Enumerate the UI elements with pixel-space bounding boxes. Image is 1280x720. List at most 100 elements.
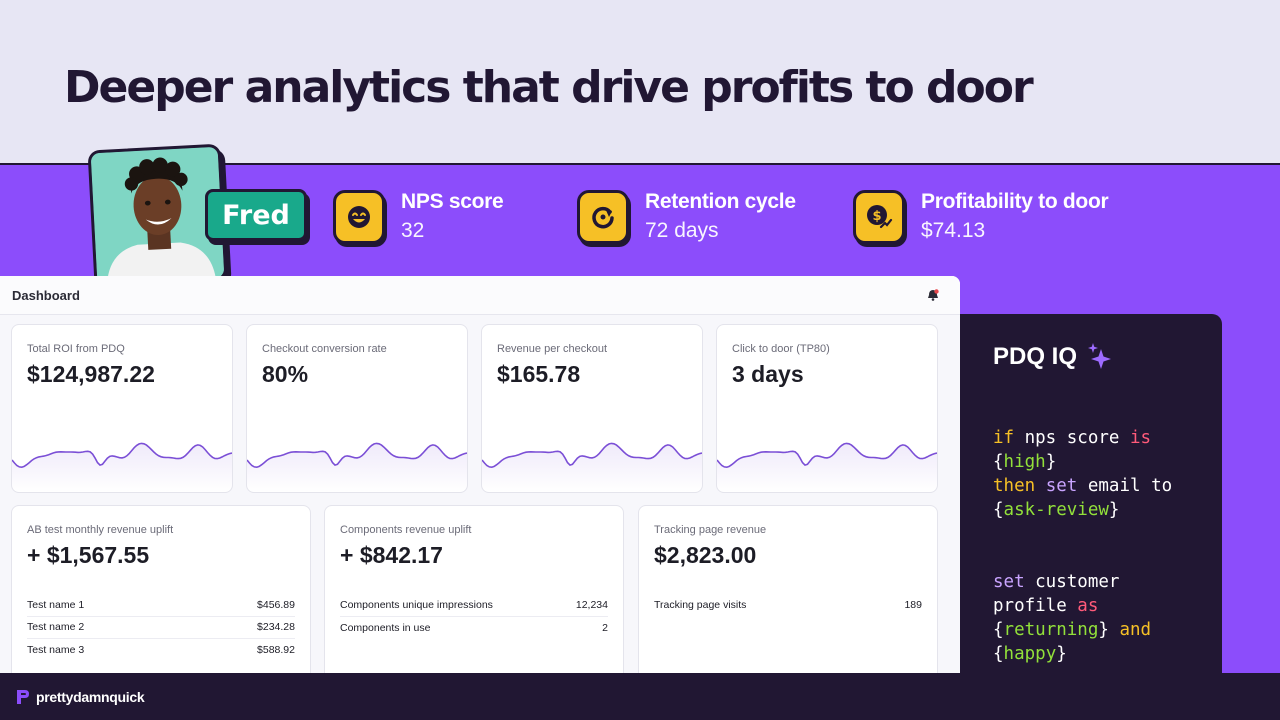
code-value: returning: [1003, 620, 1099, 640]
notification-bell-icon[interactable]: [926, 288, 940, 302]
dashboard-title: Dashboard: [12, 287, 80, 303]
table-card[interactable]: Components revenue uplift + $842.17 Comp…: [324, 505, 624, 673]
row-name: Tracking page visits: [654, 599, 747, 612]
table-card-value: $2,823.00: [654, 542, 757, 568]
kpi-value: 80%: [262, 361, 309, 387]
brand-name: prettydamnquick: [36, 688, 145, 705]
refresh-cycle-icon: [592, 206, 614, 229]
table-card-label: Tracking page revenue: [654, 524, 767, 536]
footer: prettydamnquick: [0, 673, 1280, 720]
row-name: Test name 2: [27, 621, 85, 634]
kpi-value: $124,987.22: [27, 361, 155, 387]
row-value: 189: [904, 599, 922, 612]
table-card[interactable]: Tracking page revenue $2,823.00 Tracking…: [638, 505, 938, 673]
code-keyword: set: [1045, 476, 1078, 496]
sparkline-area: [247, 443, 467, 492]
table-row: Test name 2 $234.28: [27, 617, 295, 639]
metric-profitability: $ Profitability to door $74.13: [853, 190, 1109, 244]
code-brace: }: [1045, 452, 1057, 472]
kpi-card[interactable]: Revenue per checkout $165.78: [481, 324, 703, 493]
code-keyword: and: [1119, 620, 1152, 640]
row-value: 2: [602, 621, 608, 634]
dollar-coin-icon: $: [867, 205, 893, 229]
dashboard-header: Dashboard: [0, 276, 960, 315]
sparkline-line: [12, 442, 232, 469]
profile-name-tag: Fred: [205, 189, 307, 241]
code-text: customer: [1024, 572, 1120, 592]
table-card[interactable]: AB test monthly revenue uplift + $1,567.…: [11, 505, 311, 673]
kpi-label: Checkout conversion rate: [262, 343, 387, 355]
row-value: $588.92: [257, 644, 295, 657]
table-row: Tracking page visits 189: [654, 594, 922, 617]
code-keyword: if: [993, 428, 1015, 448]
sparkline-area: [717, 443, 937, 492]
row-name: Test name 3: [27, 644, 85, 657]
sparkline-area: [12, 443, 232, 492]
row-name: Test name 1: [27, 598, 85, 611]
metric-value: 32: [401, 219, 425, 242]
iq-title: PDQ IQ: [993, 341, 1115, 373]
metric-value: 72 days: [645, 219, 719, 242]
code-brace: {: [993, 644, 1004, 664]
metric-label: NPS score: [401, 190, 504, 213]
avatar: [87, 143, 228, 288]
table-row: Components in use 2: [340, 617, 608, 640]
iq-title-text: PDQ IQ: [993, 343, 1078, 370]
code-value: high: [1003, 452, 1046, 472]
kpi-label: Revenue per checkout: [497, 343, 608, 355]
smile-icon: [348, 206, 370, 228]
sparkline-line: [247, 442, 467, 469]
code-text: email to: [1077, 476, 1173, 496]
table-card-label: Components revenue uplift: [340, 524, 472, 536]
code-keyword: then: [993, 476, 1036, 496]
code-value: ask-review: [1003, 500, 1109, 520]
dashboard-panel: Dashboard Total ROI from PDQ $124,987.22…: [0, 276, 960, 673]
kpi-value: 3 days: [732, 361, 804, 387]
row-value: $456.89: [257, 598, 295, 611]
metric-nps: NPS score 32: [333, 190, 504, 244]
metric-retention: Retention cycle 72 days: [577, 190, 796, 244]
code-keyword: is: [1129, 428, 1152, 448]
metric-label: Profitability to door: [921, 190, 1109, 213]
code-brace: {: [993, 620, 1004, 640]
row-name: Components unique impressions: [340, 598, 493, 611]
table-card-label: AB test monthly revenue uplift: [27, 524, 174, 536]
kpi-card[interactable]: Click to door (TP80) 3 days: [716, 324, 938, 493]
code-brace: {: [993, 500, 1004, 520]
kpi-label: Total ROI from PDQ: [27, 343, 125, 355]
code-keyword: set: [993, 572, 1025, 592]
person-portrait-icon: [90, 146, 225, 285]
sparkline-chart: [717, 442, 937, 492]
sparkline-line: [482, 442, 702, 469]
sparkline-area: [482, 443, 702, 492]
sparkle-icon: [1088, 343, 1112, 369]
code-text: nps score: [1014, 428, 1130, 448]
sparkline-chart: [12, 442, 232, 492]
page-title: Deeper analytics that drive profits to d…: [64, 62, 1034, 113]
table-card-value: + $842.17: [340, 542, 443, 568]
svg-text:$: $: [872, 209, 881, 224]
kpi-card[interactable]: Total ROI from PDQ $124,987.22: [11, 324, 233, 493]
code-brace: }: [1056, 644, 1067, 664]
sparkline-chart: [482, 442, 702, 492]
table-row: Test name 1 $456.89: [27, 594, 295, 617]
row-value: 12,234: [575, 598, 608, 611]
sparkline-chart: [247, 442, 467, 492]
code-text: profile: [993, 596, 1078, 616]
code-value: happy: [1003, 644, 1057, 664]
metric-value: $74.13: [921, 219, 986, 242]
table-row: Test name 3 $588.92: [27, 639, 295, 662]
table-card-value: + $1,567.55: [27, 542, 150, 568]
code-brace: {: [993, 452, 1004, 472]
code-brace: }: [1098, 620, 1109, 640]
metric-label: Retention cycle: [645, 190, 796, 213]
code-keyword: as: [1077, 596, 1099, 616]
pdq-iq-panel: PDQ IQ if nps score is {high} then set e…: [960, 314, 1222, 673]
row-value: $234.28: [257, 621, 295, 634]
kpi-card[interactable]: Checkout conversion rate 80%: [246, 324, 468, 493]
kpi-value: $165.78: [497, 361, 581, 387]
sparkline-line: [717, 442, 937, 469]
row-name: Components in use: [340, 621, 431, 634]
brand-logo-icon: [17, 689, 29, 704]
code-brace: }: [1108, 500, 1120, 520]
